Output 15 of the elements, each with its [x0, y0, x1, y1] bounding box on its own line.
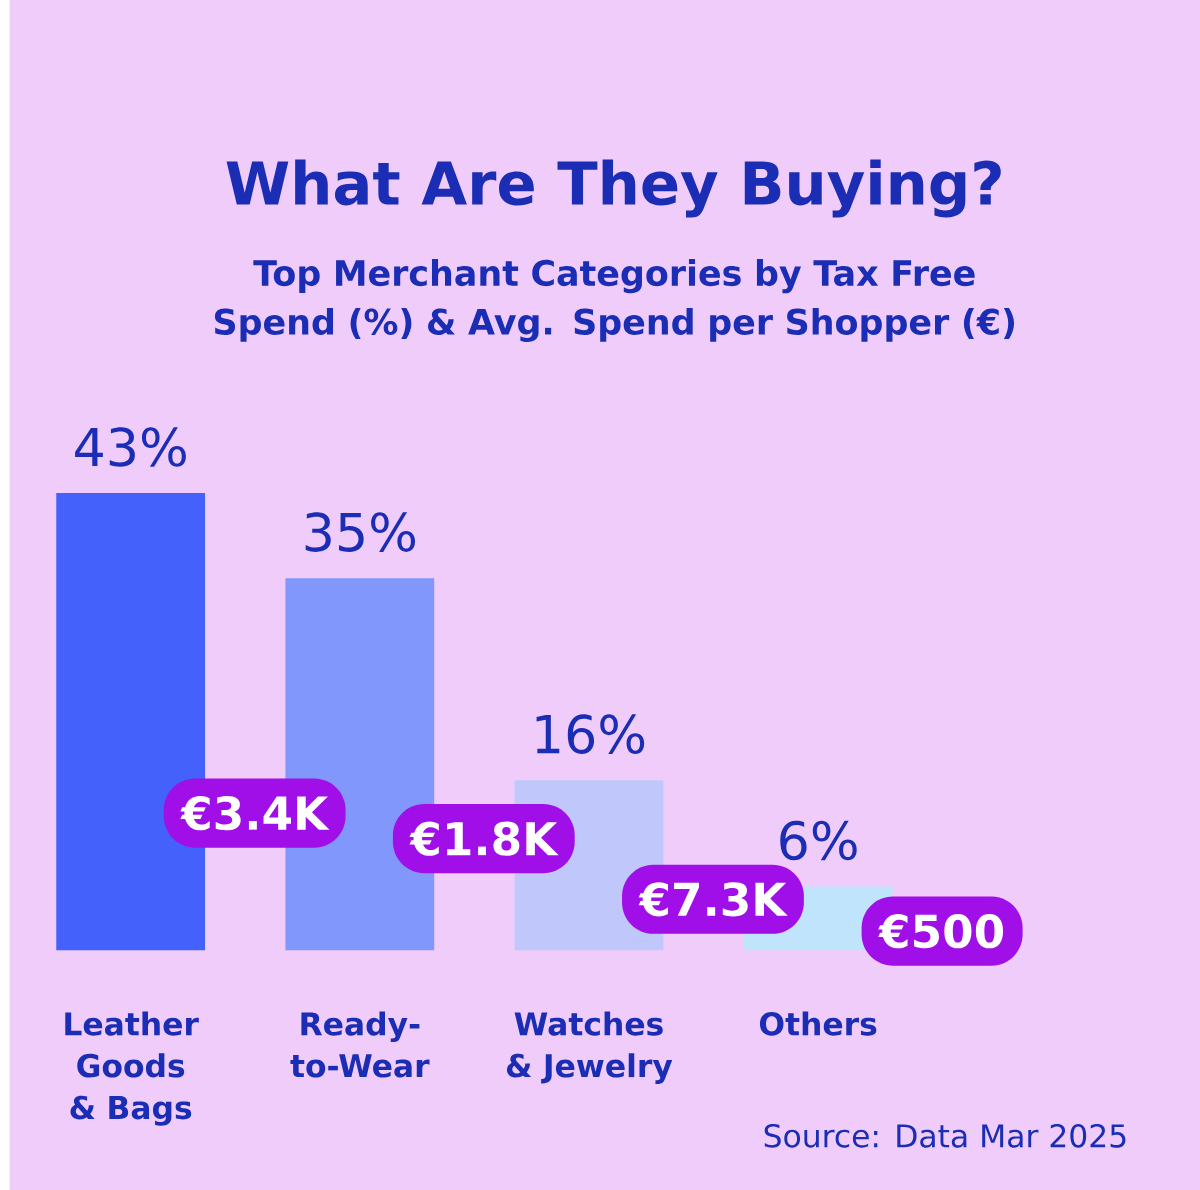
annotation: €500: [878, 913, 1004, 949]
x-tick-label: Watches & Jewelry: [506, 1011, 673, 1084]
data-label: 43%: [75, 427, 186, 467]
x-tick-label: Leather Goods & Bags: [65, 1011, 199, 1126]
annotation: €7.3K: [638, 881, 788, 917]
source-note: Source: Data Mar 2025: [764, 1123, 1126, 1148]
annotation: €1.8K: [409, 821, 559, 856]
chart-subtitle: Top Merchant Categories by Tax Free Spend (%) & Avg. Spend per Shopper (€): [214, 258, 1015, 342]
data-label: 6%: [780, 820, 857, 861]
x-tick-label: Others: [759, 1011, 877, 1036]
data-label: 16%: [536, 714, 645, 754]
chart-title: What Are They Buying?: [226, 159, 1001, 218]
annotation: €3.4K: [180, 795, 330, 831]
x-tick-label: Ready-to-Wear: [290, 1011, 430, 1078]
data-label: 35%: [305, 512, 416, 552]
